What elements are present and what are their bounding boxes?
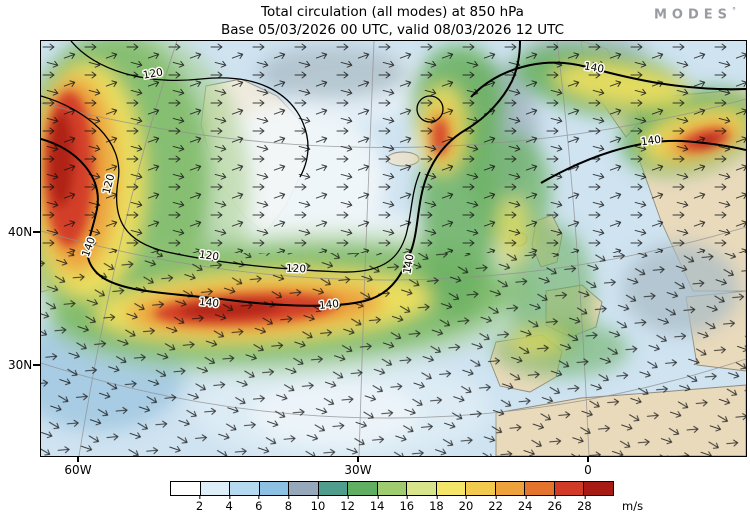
colorbar-unit: m/s <box>622 499 644 513</box>
contour-label-layer: 140 140 140 140 140 140 120 120 120 120 <box>78 59 663 314</box>
lon-label-30w: 30W <box>344 463 372 477</box>
colorbar-segment <box>524 482 554 495</box>
lat-tick-40n <box>33 231 40 233</box>
wind-arrows-layer <box>41 41 746 456</box>
colorbar-tick-label: 22 <box>488 496 503 513</box>
map-canvas: 140 140 140 140 140 140 120 120 120 120 <box>41 41 746 456</box>
colorbar-segment <box>583 482 613 495</box>
modes-logo: MODES° <box>654 6 736 22</box>
contour-label-140: 140 <box>583 60 605 75</box>
contour-label-140: 140 <box>318 298 339 312</box>
colorbar-tick-label: 16 <box>399 496 415 513</box>
colorbar-segment <box>406 482 436 495</box>
colorbar-tick-label: 12 <box>340 496 355 513</box>
contour-140-main <box>41 41 521 307</box>
colorbar-segment <box>258 482 289 495</box>
colorbar-segment <box>317 482 348 495</box>
colorbar-tick-label: 26 <box>547 496 563 513</box>
contour-120-main <box>41 95 421 273</box>
colorbar-tick-label: 24 <box>517 496 533 513</box>
lon-tick-60w <box>77 455 79 462</box>
colorbar-segment <box>229 482 259 495</box>
contour-label-120: 120 <box>142 66 164 81</box>
colorbar-tick-label: 4 <box>225 496 233 513</box>
lon-label-0: 0 <box>584 463 592 477</box>
colorbar-tick-label: 20 <box>458 496 474 513</box>
contour-140-northeast-b <box>540 139 746 184</box>
contour-label-120: 120 <box>286 263 306 276</box>
colorbar-tick-label: 18 <box>429 496 444 513</box>
map-frame: 140 140 140 140 140 140 120 120 120 120 <box>40 40 747 457</box>
chart-title: Total circulation (all modes) at 850 hPa… <box>40 4 745 40</box>
colorbar-tick-label: 10 <box>310 496 326 513</box>
title-line-1: Total circulation (all modes) at 850 hPa <box>261 4 524 20</box>
colorbar-segment <box>553 482 584 495</box>
colorbar-segment <box>347 482 377 495</box>
colorbar-tick-label: 2 <box>195 496 204 513</box>
colorbar <box>170 481 614 496</box>
contour-label-140: 140 <box>401 253 416 275</box>
contour-layer <box>41 41 746 307</box>
lon-tick-30w <box>357 455 359 462</box>
colorbar-ticks: 2 4 6 8 10 12 14 16 18 20 22 24 26 28 <box>170 496 614 514</box>
lon-tick-0 <box>587 455 589 462</box>
colorbar-segment <box>288 482 318 495</box>
colorbar-segment <box>435 482 466 495</box>
contour-label-140: 140 <box>198 296 219 310</box>
lon-label-60w: 60W <box>64 463 92 477</box>
colorbar-segment <box>494 482 525 495</box>
colorbar-segments <box>171 482 613 495</box>
lat-tick-30n <box>33 364 40 366</box>
contour-cyclone-ring <box>416 95 444 123</box>
modes-logo-mark: ° <box>732 6 736 15</box>
lat-label-30n: 30N <box>8 358 33 372</box>
colorbar-tick-label: 28 <box>577 496 592 513</box>
contour-120-top <box>70 41 309 178</box>
contour-label-140: 140 <box>640 134 662 149</box>
contour-label-120: 120 <box>198 249 220 264</box>
modes-logo-text: MODES <box>653 7 732 23</box>
contour-140-northeast-a <box>470 61 746 98</box>
colorbar-segment <box>376 482 407 495</box>
colorbar-segment <box>171 482 200 495</box>
colorbar-tick-label: 14 <box>369 496 385 513</box>
colorbar-segment <box>465 482 495 495</box>
lat-label-40n: 40N <box>8 225 33 239</box>
title-line-2: Base 05/03/2026 00 UTC, valid 08/03/2026… <box>220 21 565 38</box>
colorbar-tick-label: 6 <box>255 496 263 513</box>
colorbar-segment <box>199 482 230 495</box>
colorbar-tick-label: 8 <box>284 496 293 513</box>
